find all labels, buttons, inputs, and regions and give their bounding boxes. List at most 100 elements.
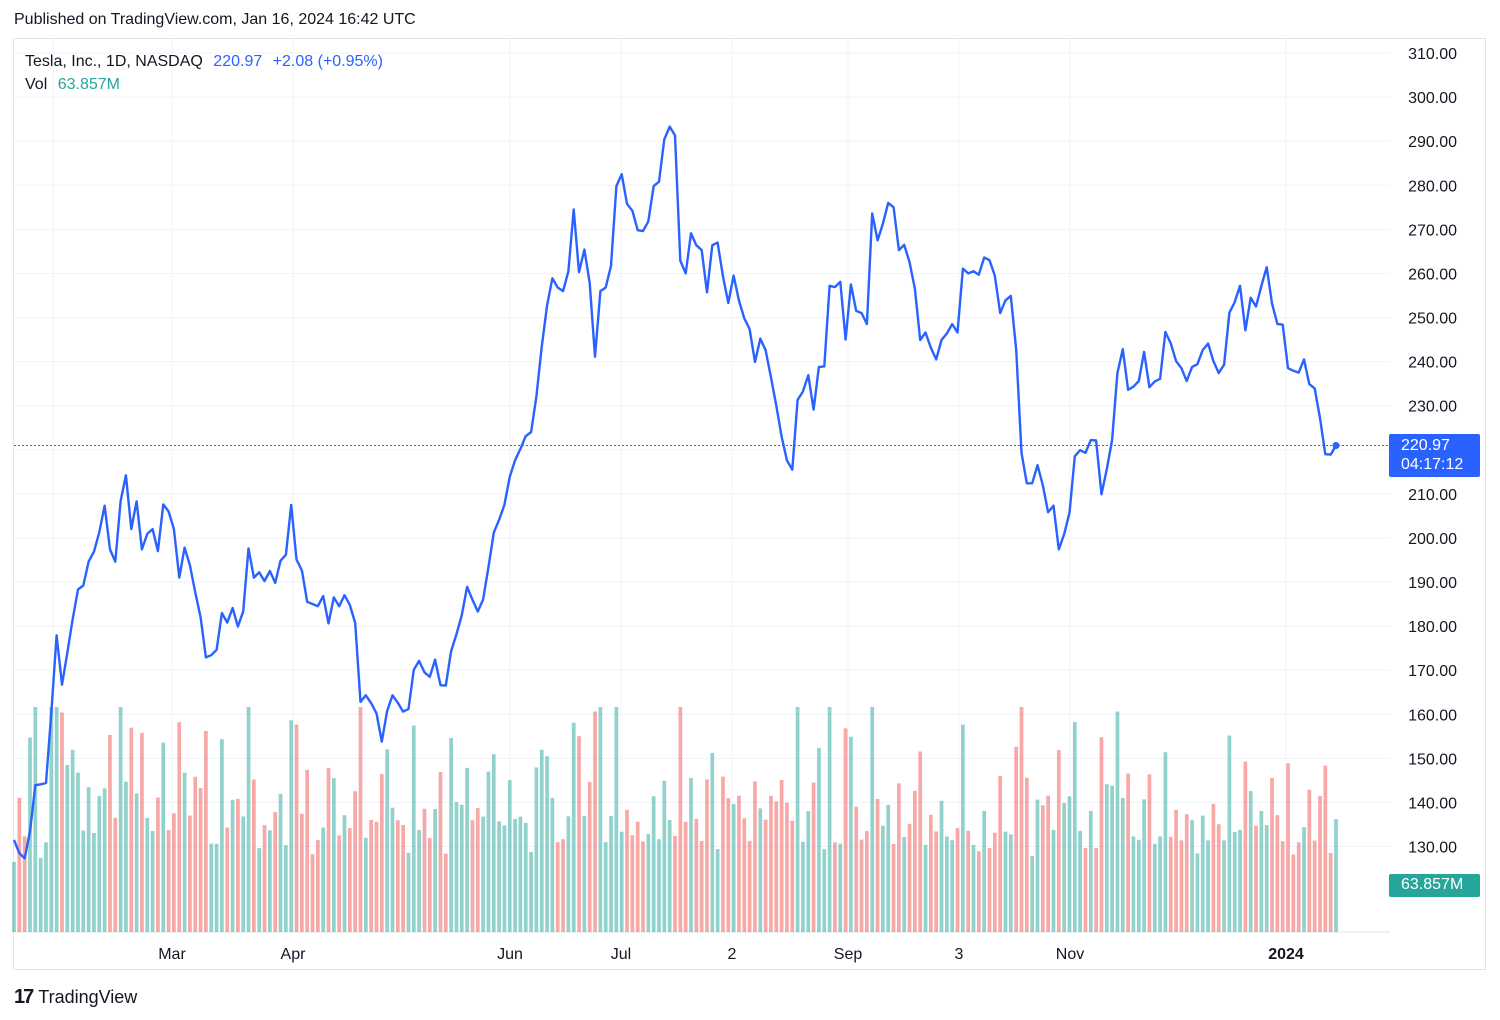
tradingview-brand[interactable]: 17 TradingView — [14, 986, 137, 1009]
volume-bar — [118, 707, 123, 932]
volume-bar — [273, 812, 278, 932]
volume-bar — [918, 751, 923, 932]
volume-bar — [992, 832, 997, 932]
legend-symbol-row: Tesla, Inc., 1D, NASDAQ 220.97 +2.08 (+0… — [25, 50, 383, 73]
price-tick-label: 130.00 — [1408, 840, 1457, 857]
volume-bar — [337, 835, 342, 932]
volume-bar — [1110, 785, 1114, 932]
chart-frame[interactable] — [13, 38, 1486, 970]
last-price-tag: 220.97 04:17:12 — [1389, 434, 1480, 477]
volume-bar — [70, 749, 75, 932]
volume-bar — [379, 774, 384, 932]
price-tick-label: 210.00 — [1408, 487, 1457, 504]
volume-bar — [1142, 799, 1146, 932]
volume-bar — [166, 830, 171, 932]
volume-bar — [1206, 840, 1210, 932]
volume-bar — [411, 725, 416, 932]
volume-bar — [1264, 825, 1269, 932]
volume-bar — [811, 782, 816, 932]
volume-bar — [838, 843, 843, 932]
volume-bar — [971, 844, 976, 932]
volume-bar — [1323, 765, 1328, 932]
volume-bar — [395, 820, 400, 932]
volume-tag: 63.857M — [1389, 874, 1480, 897]
volume-bar — [1046, 795, 1051, 932]
volume-bar — [854, 806, 859, 932]
volume-bar — [1334, 819, 1338, 932]
volume-bar — [731, 804, 736, 932]
volume-bar — [1040, 805, 1045, 932]
volume-bar — [497, 821, 501, 932]
volume-bar — [976, 851, 981, 932]
legend-volume-row: Vol 63.857M — [25, 73, 383, 96]
volume-bar — [795, 707, 800, 932]
volume-bar — [1328, 852, 1333, 932]
volume-bar — [97, 795, 102, 932]
price-tick-label: 280.00 — [1408, 178, 1457, 195]
volume-bar — [1270, 777, 1274, 932]
time-axis[interactable]: Mar Apr Jun Jul 2 Sep 3 Nov 2024 — [158, 946, 1304, 963]
volume-bar — [699, 840, 704, 932]
volume-bar — [305, 769, 310, 932]
volume-bar — [156, 797, 160, 932]
volume-bars — [12, 707, 1338, 932]
volume-bar — [865, 831, 869, 932]
volume-bar — [470, 820, 475, 932]
volume-bar — [1286, 763, 1290, 932]
volume-bar — [486, 771, 491, 932]
volume-bar — [662, 780, 667, 932]
volume-bar — [374, 821, 379, 932]
volume-value: 63.857M — [57, 76, 120, 93]
volume-bar — [140, 732, 144, 932]
last-price-value: 220.97 — [213, 53, 263, 70]
volume-bar — [1259, 811, 1264, 932]
price-tick-label: 270.00 — [1408, 222, 1457, 239]
volume-bar — [603, 842, 608, 932]
volume-bar — [198, 788, 203, 932]
volume-bar — [331, 778, 336, 932]
volume-bar — [1195, 853, 1200, 932]
price-tick-label: 240.00 — [1408, 355, 1457, 372]
volume-bar — [134, 793, 139, 932]
volume-bar — [459, 804, 464, 932]
volume-bar — [939, 800, 944, 932]
volume-bar — [587, 782, 592, 932]
volume-bar — [763, 819, 768, 932]
volume-bar — [294, 724, 299, 932]
volume-bar — [406, 852, 411, 932]
volume-bar — [1190, 820, 1194, 932]
volume-bar — [950, 840, 955, 932]
volume-bar — [875, 798, 880, 932]
volume-bar — [881, 825, 885, 932]
volume-bar — [1014, 746, 1019, 932]
volume-bar — [545, 756, 549, 932]
volume-bar — [124, 781, 128, 932]
volume-bar — [417, 830, 421, 932]
price-tick-label: 160.00 — [1408, 707, 1457, 724]
volume-bar — [683, 821, 688, 932]
price-tick-label: 250.00 — [1408, 311, 1457, 328]
volume-bar — [1232, 831, 1237, 932]
volume-bar — [17, 797, 22, 932]
volume-bar — [454, 802, 459, 932]
time-tick-label: Apr — [281, 946, 307, 963]
volume-bar — [246, 707, 251, 932]
legend: Tesla, Inc., 1D, NASDAQ 220.97 +2.08 (+0… — [25, 50, 383, 96]
price-tick-label: 170.00 — [1408, 663, 1457, 680]
volume-bar — [609, 816, 613, 932]
volume-bar — [790, 820, 795, 932]
volume-bar — [801, 841, 805, 932]
volume-bar — [1163, 752, 1168, 932]
volume-bar — [1008, 834, 1013, 932]
volume-bar — [427, 838, 432, 932]
volume-bar — [241, 816, 246, 932]
volume-bar — [1024, 777, 1029, 932]
volume-bar — [577, 736, 581, 932]
volume-bar — [891, 844, 896, 932]
volume-bar — [1291, 854, 1296, 932]
volume-bar — [737, 795, 741, 932]
volume-bar — [401, 824, 405, 932]
volume-bar — [76, 772, 80, 932]
volume-bar — [518, 816, 523, 932]
